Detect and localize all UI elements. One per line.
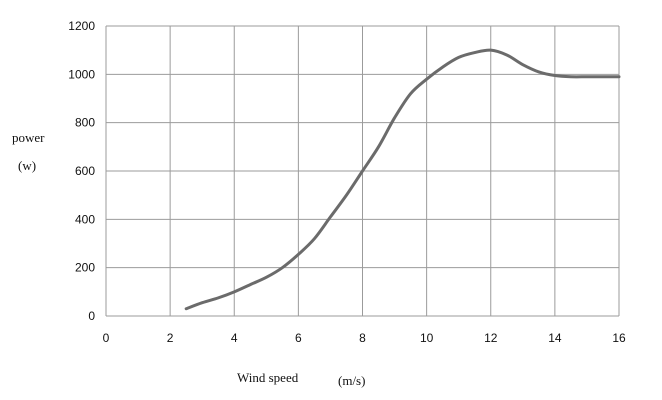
- tick-labels: 0 2 4 6 8 10 12 14 16 0 200 400 600 800 1000 1200: [68, 19, 626, 345]
- y-tick-label: 200: [75, 261, 95, 275]
- y-tick-label: 0: [88, 309, 95, 323]
- x-axis-label: Wind speed: [237, 370, 299, 385]
- y-tick-label: 400: [75, 212, 95, 226]
- y-tick-label: 600: [75, 164, 95, 178]
- y-tick-label: 800: [75, 116, 95, 130]
- x-tick-label: 16: [612, 331, 626, 345]
- x-axis-unit: (m/s): [338, 373, 365, 388]
- x-tick-label: 8: [359, 331, 366, 345]
- x-tick-label: 6: [295, 331, 302, 345]
- x-tick-label: 12: [484, 331, 498, 345]
- x-tick-label: 10: [420, 331, 434, 345]
- x-tick-label: 0: [103, 331, 110, 345]
- x-tick-label: 4: [231, 331, 238, 345]
- y-axis-label: power: [12, 130, 45, 145]
- y-axis-unit: (w): [18, 158, 36, 173]
- y-tick-label: 1000: [68, 67, 95, 81]
- y-tick-label: 1200: [68, 19, 95, 33]
- series: [184, 48, 621, 311]
- x-tick-label: 14: [548, 331, 562, 345]
- power-curve-line: [184, 48, 621, 311]
- x-tick-label: 2: [167, 331, 174, 345]
